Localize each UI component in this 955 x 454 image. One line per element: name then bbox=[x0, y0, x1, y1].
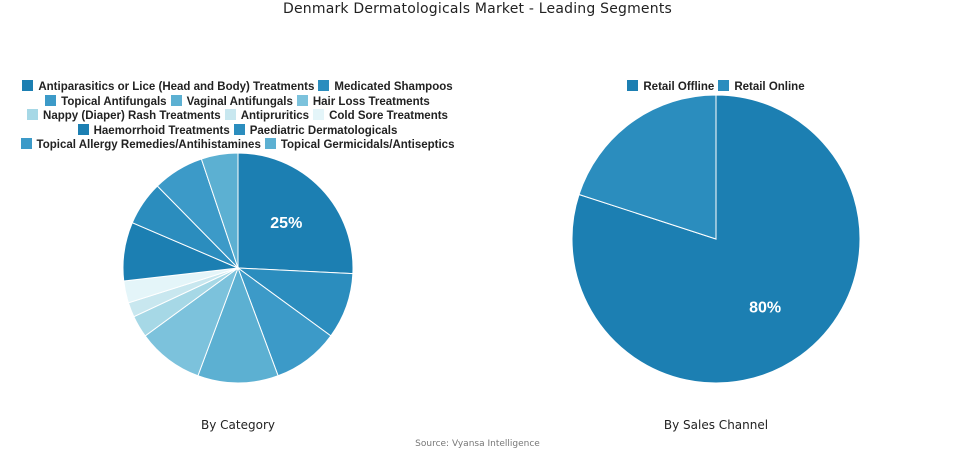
category-legend-row: Nappy (Diaper) Rash Treatments Antiprurit… bbox=[10, 109, 465, 124]
category-legend-row: Haemorrhoid Treatments Paediatric Dermato… bbox=[10, 123, 465, 139]
category-legend-item: Medicated Shampoos bbox=[318, 80, 453, 95]
sales-channel-legend-item: Retail Offline bbox=[627, 80, 714, 95]
category-legend-item: Cold Sore Treatments bbox=[313, 109, 448, 124]
category-legend-row: Topical Allergy Remedies/Antihistamines T… bbox=[10, 138, 465, 153]
category-legend-item: Paediatric Dermatologicals bbox=[233, 123, 398, 139]
legend-swatch bbox=[318, 80, 330, 91]
category-legend: Antiparasitics or Lice (Head and Body) T… bbox=[10, 80, 465, 153]
legend-label: Haemorrhoid Treatments bbox=[93, 124, 230, 137]
legend-label: Antiparasitics or Lice (Head and Body) T… bbox=[38, 81, 315, 93]
legend-label: Retail Online bbox=[734, 81, 805, 93]
legend-label: Medicated Shampoos bbox=[334, 81, 453, 93]
category-pie-slice bbox=[237, 152, 354, 275]
legend-label: Topical Allergy Remedies/Antihistamines bbox=[36, 139, 261, 152]
category-legend-row: Antiparasitics or Lice (Head and Body) T… bbox=[10, 80, 465, 95]
chart-title: Denmark Dermatologicals Market - Leading… bbox=[282, 1, 673, 17]
legend-label: Hair Loss Treatments bbox=[312, 95, 430, 108]
legend-swatch bbox=[27, 109, 39, 121]
category-legend-item: Antiparasitics or Lice (Head and Body) T… bbox=[22, 80, 314, 95]
legend-swatch bbox=[313, 109, 325, 121]
category-legend-item: Hair Loss Treatments bbox=[296, 94, 430, 110]
legend-swatch bbox=[22, 80, 34, 91]
category-chart-subtitle: By Category bbox=[201, 418, 275, 432]
legend-label: Topical Antifungals bbox=[61, 95, 167, 108]
legend-label: Paediatric Dermatologicals bbox=[249, 124, 398, 137]
category-legend-row: Topical Antifungals Vaginal Antifungals Ha… bbox=[10, 94, 465, 110]
sales-channel-slice-percent-label: 80% bbox=[749, 300, 781, 317]
category-pie-slice bbox=[200, 152, 239, 269]
legend-swatch bbox=[233, 123, 245, 135]
category-slice-percent-label: 25% bbox=[270, 215, 302, 232]
legend-label: Vaginal Antifungals bbox=[186, 95, 293, 108]
legend-swatch bbox=[77, 123, 89, 135]
sales-channel-legend-row: Retail Offline Retail Online bbox=[566, 80, 866, 95]
sales-channel-chart-subtitle: By Sales Channel bbox=[663, 418, 769, 432]
sales-channel-pie-slice bbox=[578, 94, 717, 240]
category-legend-item: Topical Germicidals/Antiseptics bbox=[264, 138, 455, 153]
legend-swatch bbox=[224, 109, 236, 121]
legend-label: Antipruritics bbox=[240, 110, 310, 123]
legend-label: Topical Germicidals/Antiseptics bbox=[280, 139, 455, 152]
category-legend-item: Haemorrhoid Treatments bbox=[77, 123, 230, 139]
legend-swatch bbox=[45, 94, 57, 106]
legend-swatch bbox=[718, 80, 730, 91]
category-pie-slice bbox=[197, 266, 279, 384]
legend-label: Nappy (Diaper) Rash Treatments bbox=[43, 110, 221, 123]
legend-label: Retail Offline bbox=[643, 81, 715, 93]
category-legend-item: Vaginal Antifungals bbox=[170, 94, 293, 110]
legend-swatch bbox=[264, 138, 276, 150]
sales-channel-legend-item: Retail Online bbox=[718, 80, 805, 95]
legend-swatch bbox=[627, 80, 639, 91]
category-legend-item: Topical Allergy Remedies/Antihistamines bbox=[20, 138, 261, 153]
sales-channel-legend: Retail Offline Retail Online bbox=[566, 80, 866, 95]
legend-swatch bbox=[170, 94, 182, 106]
category-legend-item: Antipruritics bbox=[224, 109, 310, 124]
legend-swatch bbox=[296, 94, 308, 106]
source-note: Source: Vyansa Intelligence bbox=[415, 439, 540, 449]
legend-swatch bbox=[20, 138, 32, 150]
category-legend-item: Nappy (Diaper) Rash Treatments bbox=[27, 109, 221, 124]
category-legend-item: Topical Antifungals bbox=[45, 94, 167, 110]
legend-label: Cold Sore Treatments bbox=[329, 110, 448, 123]
